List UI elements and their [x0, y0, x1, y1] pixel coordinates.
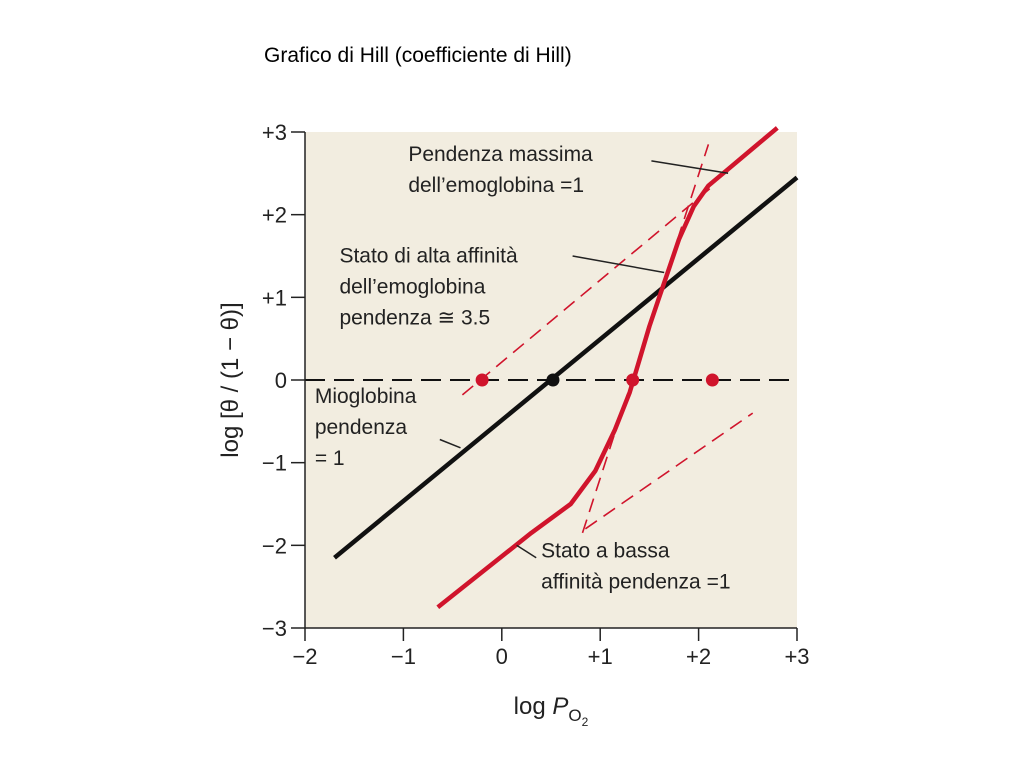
annotation-2-line-1: Stato di alta affinità [339, 245, 518, 268]
annotation-3-leader [439, 438, 461, 449]
y-axis-label: log [θ / (1 − θ)] [217, 302, 244, 457]
series-ref_low_affinity [584, 412, 754, 530]
points-layer [475, 373, 719, 387]
y-tick-label: 0 [275, 368, 287, 393]
x-axis-label: log PO2 [514, 693, 589, 729]
series-myoglobin [333, 175, 799, 560]
annotation-3-line-3: = 1 [315, 447, 345, 470]
annotation-1-line-2: dell’emoglobina =1 [408, 174, 584, 197]
annotation-2-line-2: dell’emoglobina [339, 276, 485, 299]
y-tick-label: −2 [262, 533, 287, 558]
annotation-2-leader [572, 255, 665, 274]
x-axis-label-sub: O [568, 706, 581, 725]
series-hemoglobin [436, 126, 779, 610]
annotation-3-line-1: Mioglobina [315, 385, 417, 408]
x-tick-label: −2 [292, 644, 317, 669]
x-tick-label: +1 [588, 644, 613, 669]
y-tick-label: +3 [262, 120, 287, 145]
data-point-1 [475, 373, 489, 387]
data-point-4 [705, 373, 719, 387]
x-tick-label: 0 [496, 644, 508, 669]
annotation-1-leader [651, 160, 729, 175]
annotations-layer: Pendenza massima dell’emoglobina =1 Stato … [315, 143, 731, 594]
axes-layer [291, 131, 798, 641]
y-tick-label: +2 [262, 203, 287, 228]
annotation-1-line-1: Pendenza massima [408, 143, 593, 166]
series-ref_high_affinity [461, 185, 714, 396]
annotation-4-leader [516, 544, 537, 559]
x-axis-label-prefix: log [514, 693, 553, 720]
y-tick-label: −3 [262, 616, 287, 641]
data-point-2 [546, 373, 560, 387]
x-tick-label: +3 [784, 644, 809, 669]
x-tick-label: −1 [391, 644, 416, 669]
tick-labels-layer: +3+2+10−1−2−3−2 −1 0 +1 +2 +3 [262, 120, 810, 669]
data-point-3 [626, 373, 640, 387]
annotation-2-line-3: pendenza ≅ 3.5 [339, 307, 490, 330]
page-title: Grafico di Hill (coefficiente di Hill) [264, 44, 572, 67]
annotation-3-line-2: pendenza [315, 416, 408, 439]
x-tick-label: +2 [686, 644, 711, 669]
annotation-4-line-1: Stato a bassa [541, 540, 670, 563]
y-tick-label: +1 [262, 285, 287, 310]
x-axis-label-subsub: 2 [582, 715, 589, 729]
series-layer [333, 126, 799, 610]
x-axis-label-var: P [552, 693, 568, 720]
y-tick-label: −1 [262, 451, 287, 476]
annotation-4-line-2: affinità pendenza =1 [541, 571, 730, 594]
